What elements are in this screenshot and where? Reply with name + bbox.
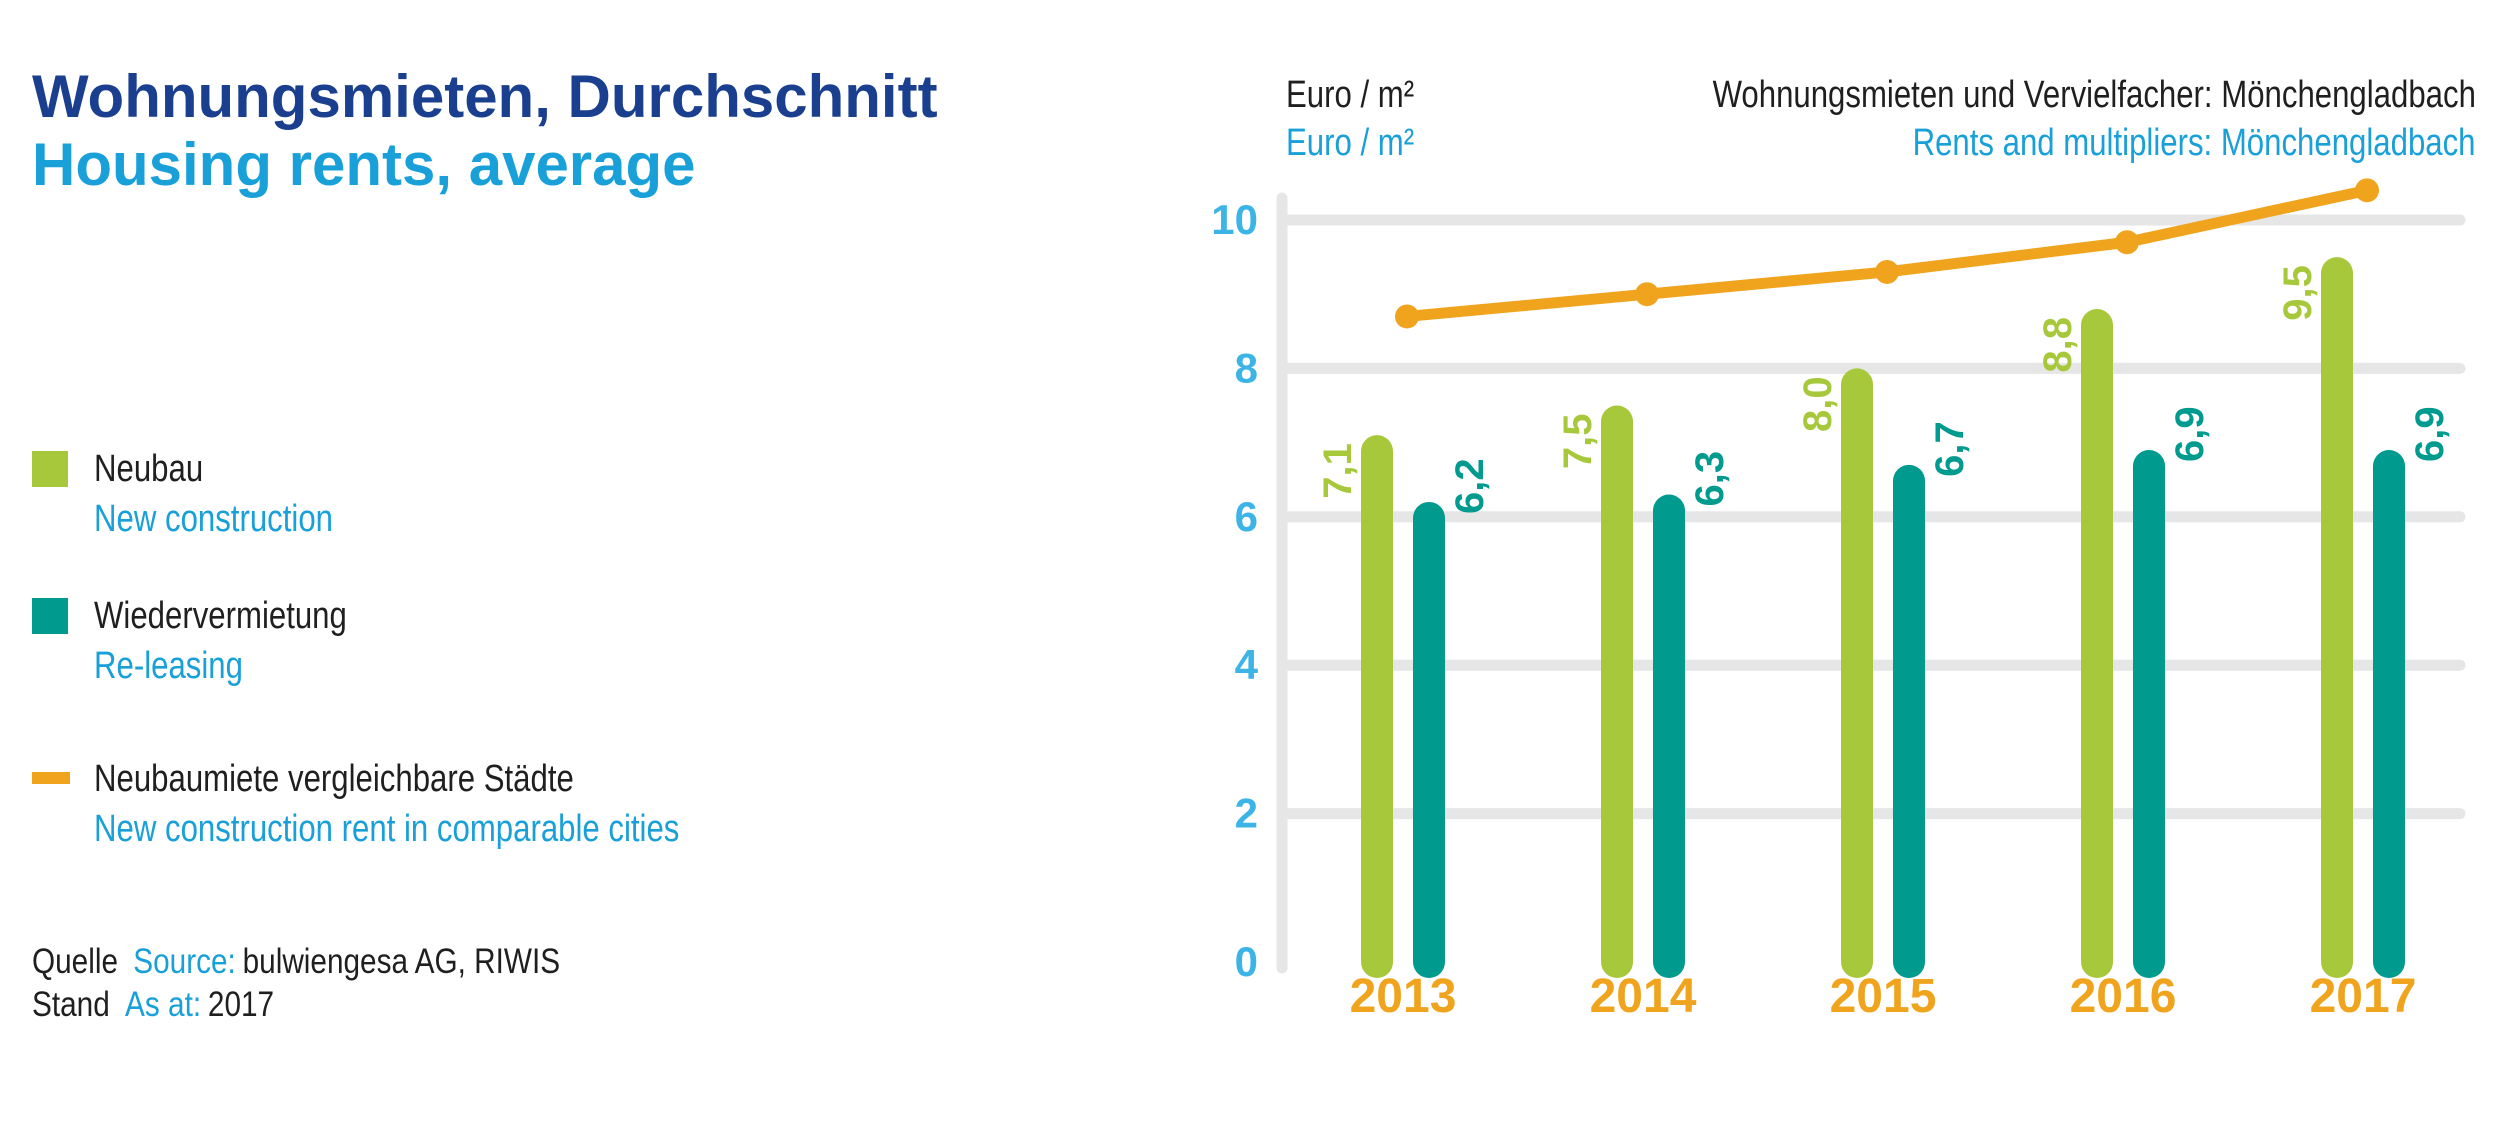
page-subtitle: Housing rents, average [32, 131, 696, 198]
y-tick-label: 0 [1235, 938, 1258, 985]
page-title: Wohnungsmieten, Durchschnitt [32, 63, 938, 130]
asat-value: 2017 [207, 985, 275, 1024]
source-line: Quelle Source: bulwiengesa AG, RIWIS [32, 942, 560, 982]
line-comparable-cities [1401, 184, 2373, 322]
bar-neubau [2321, 257, 2353, 979]
x-tick-label: 2016 [2070, 970, 2177, 1023]
chart-title-en: Rents and multipliers: Mönchengladbach [1913, 122, 2476, 164]
data-label-wiedervermietung: 6,3 [1688, 451, 1732, 507]
bar-wiedervermietung [1893, 464, 1925, 978]
chart-title-de: Wohnungsmieten und Vervielfacher: Mönche… [1712, 74, 2476, 116]
asat-label-en: As at: [125, 985, 202, 1024]
bar-wiedervermietung [2133, 450, 2165, 978]
x-tick-label: 2015 [1830, 970, 1937, 1023]
unit-label-de: Euro / m² [1286, 74, 1415, 116]
line-point [2115, 230, 2139, 255]
line-point [2355, 178, 2379, 203]
y-tick-label: 2 [1235, 790, 1258, 837]
legend-label-de: Wiedervermietung [94, 595, 347, 637]
legend-label-en: New construction [94, 498, 334, 540]
data-label-wiedervermietung: 6,2 [1448, 458, 1492, 514]
legend-swatch-wiedervermietung [32, 598, 68, 634]
source-label-en: Source: [133, 942, 236, 981]
bar-neubau [2081, 309, 2113, 978]
y-tick-label: 4 [1235, 641, 1259, 688]
line-point [1875, 259, 1899, 284]
data-label-neubau: 8,8 [2036, 317, 2080, 373]
y-tick-label: 10 [1211, 196, 1258, 243]
bar-neubau [1601, 405, 1633, 978]
bar-wiedervermietung [1653, 494, 1685, 978]
legend-line-comparable [32, 772, 70, 784]
bar-wiedervermietung [2373, 450, 2405, 978]
y-tick-label: 6 [1235, 493, 1258, 540]
legend-swatch-neubau [32, 451, 68, 487]
data-label-neubau: 8,0 [1796, 376, 1840, 432]
legend-label-en: Re-leasing [94, 645, 243, 687]
data-label-neubau: 7,5 [1556, 414, 1600, 470]
source-value: bulwiengesa AG, RIWIS [242, 942, 561, 981]
legend-label-de: Neubau [94, 448, 204, 490]
x-tick-label: 2014 [1590, 970, 1697, 1023]
bar-neubau [1841, 368, 1873, 978]
data-label-neubau: 7,1 [1316, 443, 1360, 499]
unit-label-en: Euro / m² [1286, 122, 1415, 164]
source-label-de: Quelle [32, 942, 118, 981]
bar-neubau [1361, 435, 1393, 978]
legend-label-de: Neubaumiete vergleichbare Städte [94, 758, 574, 800]
data-label-wiedervermietung: 6,7 [1928, 421, 1972, 477]
data-label-neubau: 9,5 [2276, 265, 2320, 321]
line-point [1635, 282, 1659, 307]
bar-wiedervermietung [1413, 501, 1445, 978]
x-tick-label: 2013 [1350, 970, 1457, 1023]
x-tick-label: 2017 [2310, 970, 2417, 1023]
data-label-wiedervermietung: 6,9 [2408, 406, 2452, 462]
data-label-wiedervermietung: 6,9 [2168, 406, 2212, 462]
legend-label-en: New construction rent in comparable citi… [94, 808, 680, 850]
line-point [1395, 304, 1419, 329]
y-tick-label: 8 [1235, 344, 1258, 391]
asat-label-de: Stand [32, 985, 110, 1024]
asat-line: Stand As at: 2017 [32, 985, 274, 1025]
